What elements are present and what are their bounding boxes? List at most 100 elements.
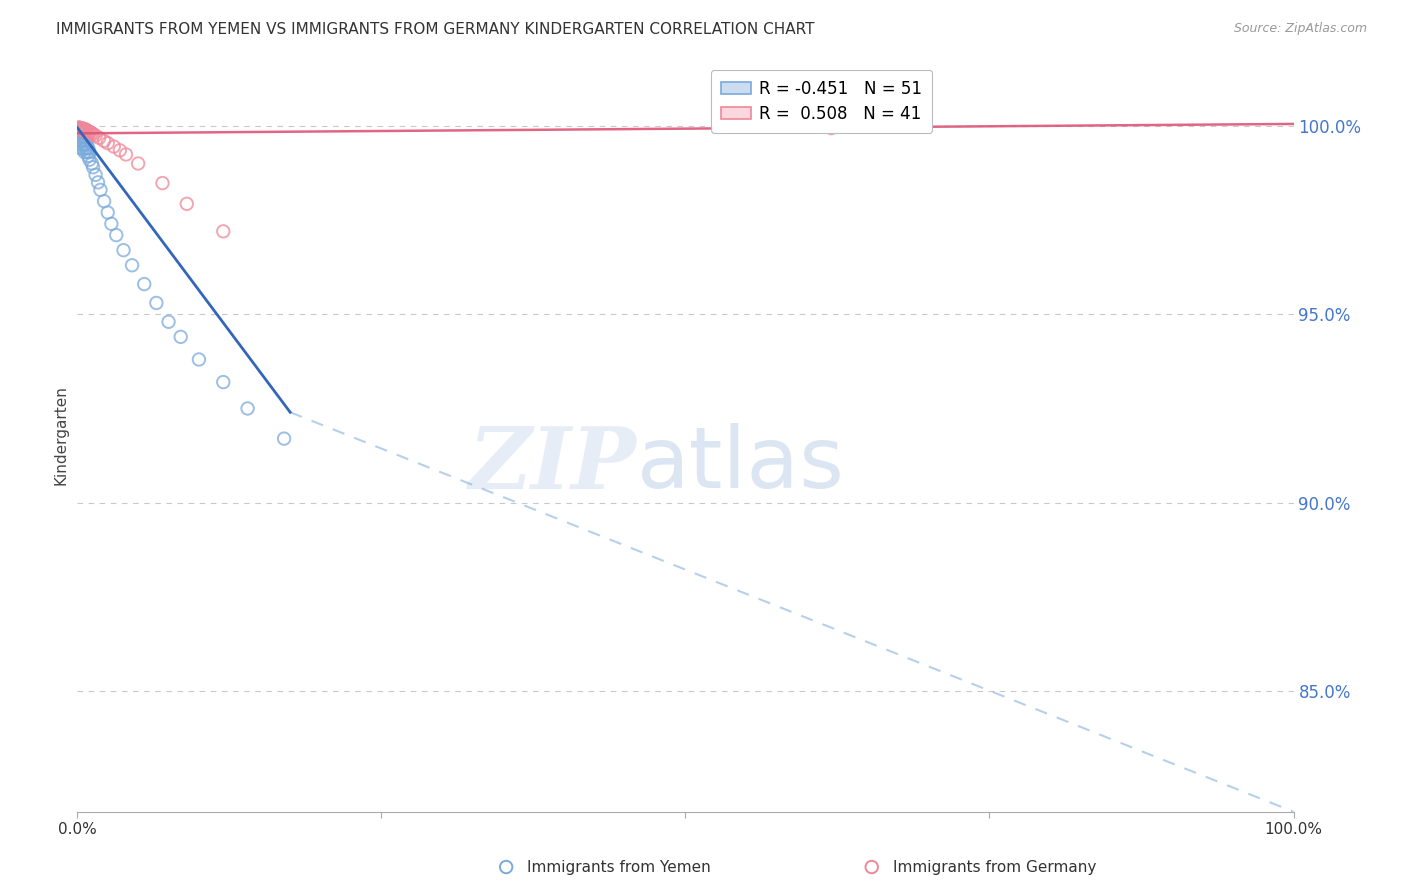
Point <box>67 120 90 135</box>
Point <box>72 124 94 138</box>
Point <box>273 432 295 446</box>
Point <box>73 126 96 140</box>
Point <box>79 153 101 167</box>
Point <box>89 131 111 145</box>
Point <box>76 124 98 138</box>
Point <box>70 122 93 136</box>
Text: IMMIGRANTS FROM YEMEN VS IMMIGRANTS FROM GERMANY KINDERGARTEN CORRELATION CHART: IMMIGRANTS FROM YEMEN VS IMMIGRANTS FROM… <box>56 22 814 37</box>
Point <box>67 130 90 145</box>
Point <box>212 375 235 389</box>
Point <box>70 134 93 148</box>
Point <box>70 122 93 136</box>
Point <box>145 296 167 310</box>
Point <box>67 120 90 135</box>
Point <box>73 130 96 145</box>
Text: Source: ZipAtlas.com: Source: ZipAtlas.com <box>1233 22 1367 36</box>
Point <box>100 217 122 231</box>
Point <box>108 144 131 158</box>
Point <box>70 121 93 136</box>
Point <box>80 156 103 170</box>
Point <box>80 126 103 140</box>
Point <box>112 243 135 257</box>
Point <box>73 122 96 136</box>
Point <box>70 121 93 136</box>
Point <box>76 145 98 160</box>
Point <box>212 224 235 238</box>
Point <box>69 122 91 136</box>
Text: Immigrants from Germany: Immigrants from Germany <box>893 860 1097 874</box>
Point <box>97 205 120 219</box>
Point <box>70 122 93 136</box>
Point <box>77 124 100 138</box>
Point <box>69 126 91 140</box>
Point <box>115 147 138 161</box>
Point <box>75 123 97 137</box>
Point <box>70 141 93 155</box>
Point <box>70 121 93 136</box>
Point <box>134 277 156 291</box>
Point <box>70 130 93 145</box>
Point <box>121 258 143 272</box>
Point <box>72 123 94 137</box>
Point <box>77 149 100 163</box>
Point <box>70 123 93 137</box>
Point <box>72 126 94 140</box>
Point <box>103 139 125 153</box>
Point <box>70 137 93 152</box>
Point <box>70 123 93 137</box>
Point <box>73 124 96 138</box>
Point <box>69 134 91 148</box>
Point <box>67 121 90 136</box>
Y-axis label: Kindergarten: Kindergarten <box>53 385 69 484</box>
Point <box>75 122 97 136</box>
Point <box>127 156 149 170</box>
Point <box>188 352 211 367</box>
Point <box>77 141 100 155</box>
Point <box>105 228 128 243</box>
Point <box>73 137 96 152</box>
Point <box>69 121 91 136</box>
Legend: R = -0.451   N = 51, R =  0.508   N = 41: R = -0.451 N = 51, R = 0.508 N = 41 <box>711 70 932 133</box>
Point <box>69 121 91 136</box>
Point <box>236 401 259 416</box>
Point <box>75 141 97 155</box>
Point <box>72 123 94 137</box>
Point <box>75 134 97 148</box>
Point <box>70 124 93 138</box>
Point <box>72 134 94 148</box>
Point <box>70 122 93 136</box>
Point <box>73 145 96 160</box>
Point <box>70 123 93 137</box>
Point <box>152 176 174 190</box>
Point <box>69 120 91 135</box>
Point <box>93 134 115 148</box>
Point <box>157 315 180 329</box>
Point <box>93 194 115 209</box>
Point <box>70 121 93 136</box>
Point <box>69 121 91 136</box>
Point <box>79 145 101 160</box>
Point <box>80 126 103 140</box>
Point <box>97 136 120 150</box>
Point <box>67 124 90 138</box>
Point <box>820 121 842 136</box>
Point <box>69 121 91 136</box>
Point <box>72 122 94 136</box>
Point <box>82 161 104 175</box>
Point <box>72 121 94 136</box>
Point <box>70 130 93 145</box>
Point <box>84 128 107 143</box>
Point <box>82 127 104 141</box>
Text: atlas: atlas <box>637 424 845 507</box>
Point <box>72 141 94 155</box>
Point <box>76 137 98 152</box>
Point <box>170 330 193 344</box>
Point <box>176 197 198 211</box>
Text: Immigrants from Yemen: Immigrants from Yemen <box>527 860 711 874</box>
Text: ZIP: ZIP <box>470 423 637 507</box>
Point <box>73 123 96 137</box>
Point <box>79 125 101 139</box>
Point <box>84 168 107 182</box>
Point <box>87 175 110 189</box>
Point <box>89 183 111 197</box>
